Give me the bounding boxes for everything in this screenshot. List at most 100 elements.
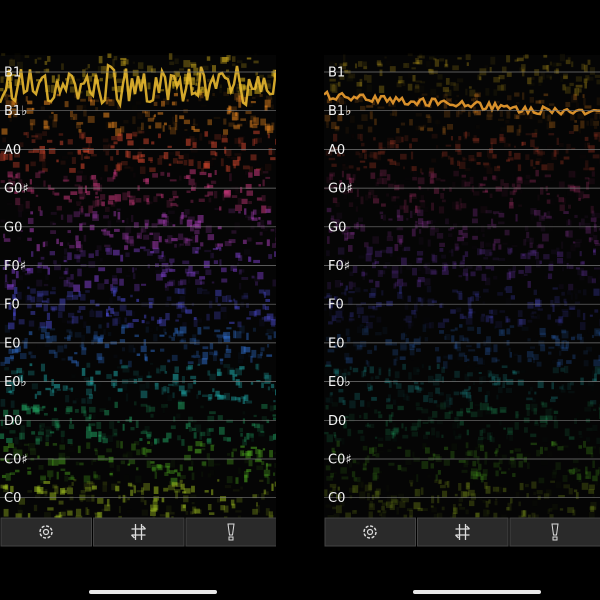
spectrum-speck — [229, 369, 235, 375]
spectrum-speck — [90, 99, 93, 103]
spectrum-speck — [367, 386, 371, 392]
spectrum-speck — [224, 241, 232, 247]
spectrum-speck — [456, 411, 462, 417]
spectrum-speck — [165, 240, 173, 244]
spectrum-speck — [581, 63, 585, 70]
spectrum-speck — [19, 432, 22, 440]
spectrum-speck — [358, 152, 363, 159]
spectrum-speck — [506, 55, 511, 63]
toolbar-button[interactable] — [509, 517, 600, 547]
spectrum-speck — [433, 400, 438, 404]
toolbar-button[interactable] — [417, 517, 509, 547]
spectrum-speck — [90, 184, 98, 189]
spectrum-speck — [210, 150, 216, 156]
spectrum-speck — [53, 384, 61, 389]
spectrum-speck — [374, 436, 378, 439]
spectrum-speck — [527, 338, 531, 342]
spectrum-speck — [4, 356, 11, 364]
spectrum-speck — [433, 454, 440, 460]
spectrum-speck — [271, 385, 276, 392]
spectrum-speck — [545, 417, 548, 425]
spectrum-speck — [75, 241, 81, 249]
spectrum-speck — [402, 363, 406, 370]
toolbar-button[interactable] — [0, 517, 92, 547]
spectrum-speck — [1, 474, 6, 479]
spectrum-speck — [444, 333, 451, 341]
spectrum-speck — [520, 414, 524, 419]
spectrum-speck — [93, 471, 97, 479]
spectrum-speck — [115, 485, 120, 492]
spectrum-speck — [1, 53, 6, 56]
spectrum-speck — [359, 78, 363, 87]
spectrum-speck — [388, 218, 393, 221]
spectrum-speck — [584, 177, 590, 180]
spectrum-speck — [59, 511, 66, 517]
spectrum-speck — [192, 506, 197, 515]
spectrum-speck — [374, 409, 378, 414]
spectrum-speck — [540, 72, 545, 80]
spectrum-speck — [567, 184, 575, 188]
spectrum-speck — [157, 254, 163, 259]
spectrum-speck — [333, 368, 339, 374]
spectrum-speck — [91, 73, 97, 77]
spectrum-speck — [122, 494, 126, 503]
spectrum-speck — [402, 332, 406, 335]
spectrum-speck — [478, 359, 485, 365]
toolbar-button[interactable] — [185, 517, 276, 547]
spectrum-speck — [225, 165, 228, 172]
spectrum-speck — [462, 315, 467, 319]
spectrum-speck — [78, 291, 81, 297]
toolbar-button[interactable] — [324, 517, 416, 547]
spectrum-speck — [80, 231, 84, 233]
spectrum-speck — [237, 321, 242, 328]
spectrum-speck — [93, 336, 101, 342]
spectrum-speck — [88, 205, 93, 214]
spectrum-speck — [521, 326, 529, 331]
spectrum-speck — [237, 262, 240, 266]
spectrum-speck — [393, 196, 400, 199]
spectrum-speck — [162, 98, 170, 105]
spectrum-speck — [265, 333, 269, 336]
spectrum-speck — [164, 283, 167, 288]
spectrum-speck — [202, 65, 209, 71]
spectrum-speck — [85, 486, 92, 492]
spectrum-speck — [195, 79, 198, 86]
spectrum-speck — [255, 93, 261, 98]
spectrum-speck — [583, 360, 589, 367]
spectrum-speck — [12, 349, 19, 354]
spectrum-speck — [84, 156, 90, 159]
spectrum-speck — [147, 65, 153, 73]
spectrum-speck — [331, 147, 338, 151]
spectrum-speck — [572, 459, 579, 464]
spectrum-speck — [140, 246, 146, 249]
spectrum-speck — [555, 196, 560, 203]
spectrum-speck — [9, 389, 14, 395]
spectrum-speck — [598, 403, 600, 410]
spectrum-speck — [16, 416, 21, 424]
spectrum-speck — [128, 267, 133, 272]
spectrum-speck — [254, 276, 261, 282]
toolbar-button[interactable] — [93, 517, 185, 547]
spectrum-speck — [250, 115, 256, 122]
spectrum-speck — [447, 354, 453, 360]
spectrum-speck — [368, 279, 374, 283]
spectrum-speck — [465, 482, 471, 490]
spectrum-speck — [273, 405, 276, 410]
spectrum-speck — [346, 75, 354, 82]
spectrum-speck — [86, 494, 91, 502]
spectrum-speck — [545, 115, 549, 122]
spectrum-speck — [563, 484, 570, 489]
spectrum-speck — [121, 160, 128, 166]
spectrum-speck — [495, 321, 503, 328]
spectrum-speck — [136, 126, 143, 134]
spectrum-speck — [243, 249, 251, 255]
spectrum-speck — [63, 175, 68, 183]
spectrum-speck — [429, 177, 433, 185]
spectrum-speck — [331, 315, 337, 322]
spectrum-speck — [209, 342, 214, 350]
spectrum-speck — [133, 378, 138, 384]
spectrum-speck — [362, 463, 367, 471]
spectrum-speck — [231, 451, 234, 458]
spectrum-speck — [208, 473, 211, 477]
spectrum-speck — [198, 86, 205, 93]
